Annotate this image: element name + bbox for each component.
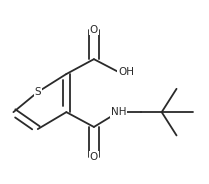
- Text: O: O: [90, 152, 98, 162]
- Text: O: O: [90, 24, 98, 35]
- Text: OH: OH: [118, 67, 134, 77]
- Text: S: S: [34, 87, 41, 97]
- Text: NH: NH: [111, 107, 126, 117]
